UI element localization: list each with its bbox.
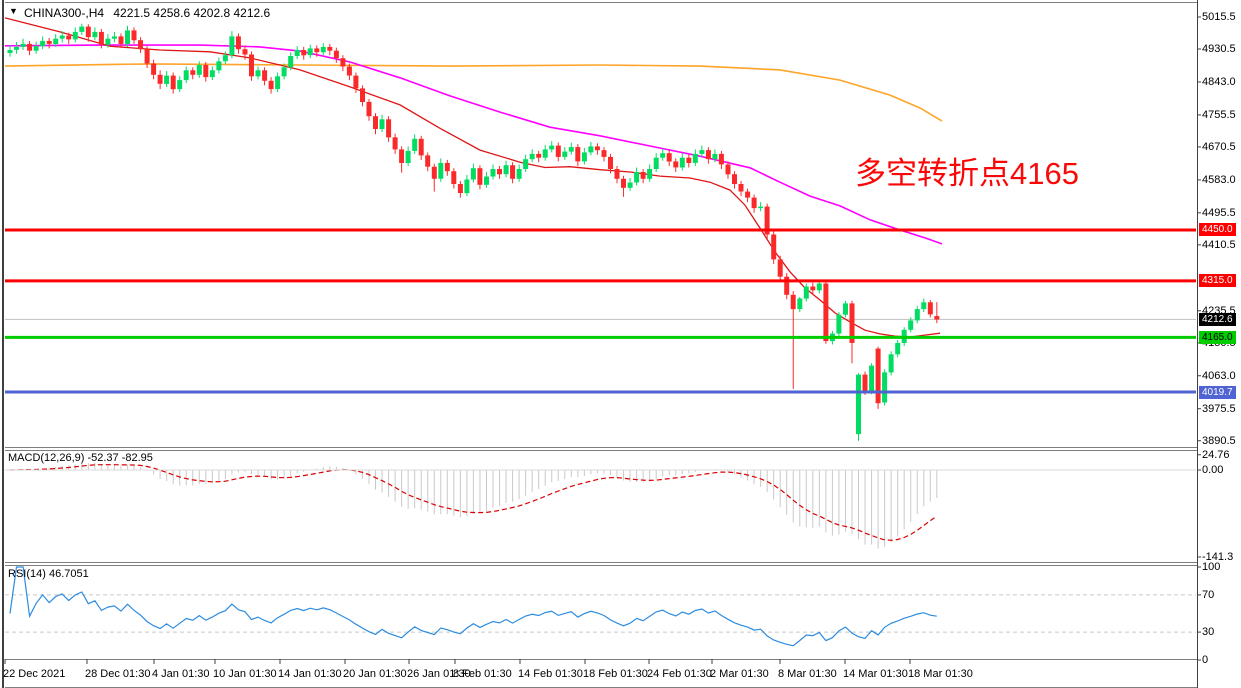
time-axis-label: 18 Mar 01:30 — [908, 668, 973, 680]
macd-signal-line — [9, 464, 938, 541]
price-axis-label: 4583.0 — [1202, 173, 1236, 186]
macd-panel-top-border — [5, 450, 1197, 451]
window-left-frame — [2, 0, 4, 688]
price-tag: 4315.0 — [1199, 274, 1236, 288]
time-axis-label: 18 Feb 01:30 — [583, 668, 648, 680]
price-axis-label: 3975.5 — [1202, 402, 1236, 415]
price-tag: 4019.7 — [1199, 385, 1236, 399]
axis-separator-vertical — [1197, 0, 1198, 688]
price-tag: 4450.0 — [1199, 223, 1236, 237]
time-axis-label: 14 Feb 01:30 — [518, 668, 583, 680]
price-tag: 4165.0 — [1199, 330, 1236, 344]
time-axis-label: 4 Jan 01:30 — [152, 668, 210, 680]
time-axis-label: 20 Jan 01:30 — [343, 668, 407, 680]
macd-axis-label: 24.76 — [1202, 448, 1230, 461]
main-panel-top-border — [5, 2, 1197, 3]
rsi-indicator-label: RSI(14) 46.7051 — [8, 568, 89, 580]
macd-axis-label: -141.3 — [1202, 551, 1234, 563]
time-axis-label: 26 Jan 01:30 — [407, 668, 471, 680]
rsi-axis-label: 0 — [1202, 654, 1209, 666]
price-axis-label: 4755.5 — [1202, 108, 1236, 121]
price-axis-label: 4930.5 — [1202, 43, 1236, 55]
time-axis-label: 14 Mar 01:30 — [843, 668, 908, 680]
symbol-period-label: CHINA300-,H4 — [24, 6, 105, 20]
price-axis-label: 4063.0 — [1202, 369, 1236, 382]
candles — [7, 23, 940, 441]
price-axis-label: 4410.5 — [1202, 238, 1236, 251]
ohlc-values-label: 4221.5 4258.6 4202.8 4212.6 — [113, 6, 271, 20]
time-axis-label: 24 Feb 01:30 — [647, 668, 712, 680]
annotation-text: 多空转折点4165 — [855, 156, 1079, 191]
main-panel-bottom-border — [5, 447, 1197, 448]
moving-average-line — [4, 17, 941, 338]
price-axis-label: 4670.5 — [1202, 140, 1236, 153]
price-axis-label: 4495.5 — [1202, 206, 1236, 219]
chart-title: CHINA300-,H4 4221.5 4258.6 4202.8 4212.6 — [24, 6, 270, 20]
macd-histogram — [16, 462, 938, 549]
price-axis-label: 3890.5 — [1202, 434, 1236, 447]
time-axis-label: 28 Dec 01:30 — [85, 668, 151, 680]
macd-panel-bottom-border — [5, 562, 1197, 563]
rsi-axis-label: 30 — [1202, 626, 1215, 639]
symbol-dropdown-icon[interactable]: ▼ — [9, 6, 18, 16]
price-axis-label: 5015.5 — [1202, 10, 1236, 23]
time-axis-label: 2 Mar 01:30 — [710, 668, 769, 680]
rsi-axis-label: 100 — [1202, 561, 1221, 573]
macd-indicator-label: MACD(12,26,9) -52.37 -82.95 — [8, 452, 153, 464]
time-axis-label: 8 Feb 01:30 — [453, 668, 512, 680]
time-axis-label: 8 Mar 01:30 — [778, 668, 837, 680]
moving-average-line — [4, 44, 943, 245]
moving-average-line — [4, 63, 943, 122]
rsi-panel-top-border — [5, 565, 1197, 566]
price-axis-label: 4843.0 — [1202, 75, 1236, 88]
rsi-panel-bottom-border — [5, 659, 1197, 660]
time-axis-label: 10 Jan 01:30 — [213, 668, 277, 680]
time-axis-label: 22 Dec 2021 — [3, 668, 66, 680]
rsi-axis-label: 70 — [1202, 588, 1215, 601]
time-axis-label: 14 Jan 01:30 — [278, 668, 342, 680]
macd-axis-label: 0.00 — [1202, 464, 1224, 476]
rsi-line — [9, 566, 937, 647]
price-tag: 4212.6 — [1199, 312, 1236, 326]
